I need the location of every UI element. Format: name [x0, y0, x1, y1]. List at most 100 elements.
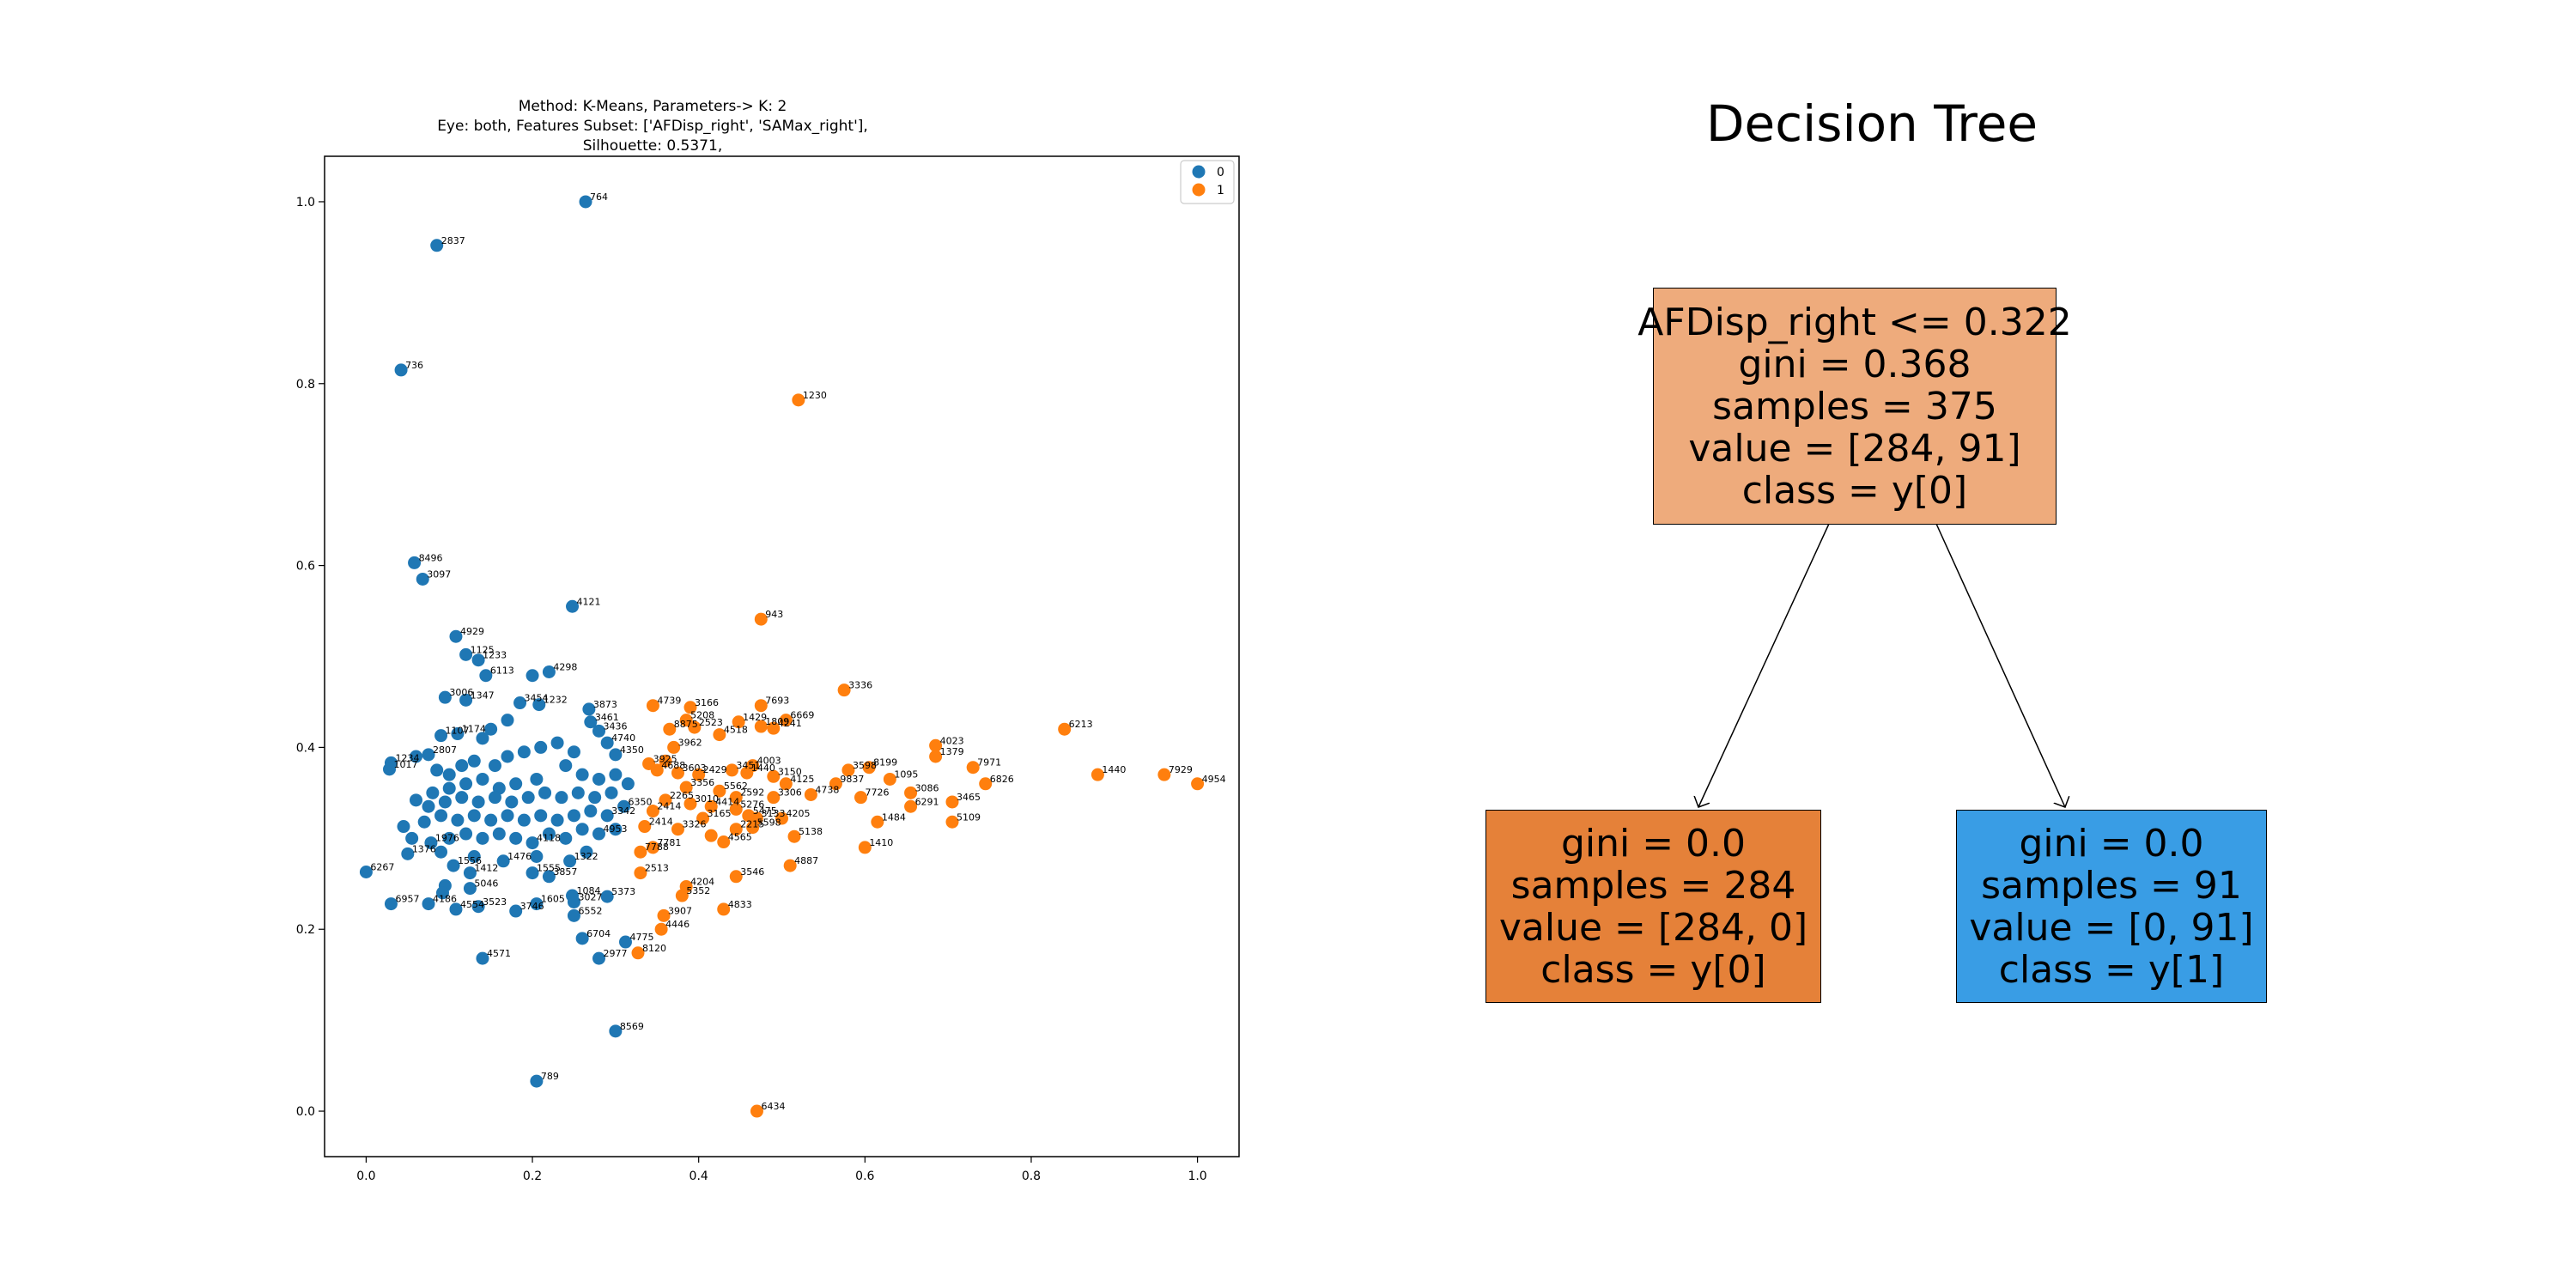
point-label: 1976: [435, 833, 459, 844]
point-cluster-0: [484, 813, 498, 827]
point-label: 736: [405, 360, 423, 371]
point-cluster-0: [383, 762, 397, 776]
point-cluster-1: [783, 859, 797, 872]
point-label: 5598: [757, 817, 781, 829]
point-label: 3461: [595, 712, 619, 723]
point-cluster-0: [567, 809, 580, 823]
point-label: 8496: [419, 552, 443, 563]
point-cluster-0: [609, 823, 623, 836]
legend-label-1: 1: [1217, 184, 1224, 197]
point-cluster-1: [688, 720, 702, 734]
point-label: 3523: [483, 896, 507, 908]
point-cluster-1: [659, 793, 672, 807]
point-label: 4954: [1202, 774, 1226, 785]
point-label: 4740: [611, 732, 635, 744]
point-cluster-0: [422, 748, 435, 762]
y-tick-label: 0.2: [296, 923, 315, 937]
point-cluster-0: [496, 854, 510, 868]
node-text-line: value = [284, 91]: [1688, 426, 2021, 471]
point-label: 1233: [483, 650, 507, 661]
point-cluster-0: [488, 791, 501, 805]
node-text-line: value = [0, 91]: [1969, 905, 2254, 950]
point-cluster-1: [713, 784, 726, 798]
point-cluster-1: [767, 769, 781, 783]
point-label: 8875: [674, 719, 698, 730]
point-cluster-0: [430, 763, 444, 777]
point-cluster-0: [530, 1074, 544, 1088]
point-cluster-0: [405, 831, 419, 845]
point-label: 3925: [653, 753, 677, 764]
point-cluster-1: [657, 908, 671, 922]
point-cluster-0: [526, 669, 539, 683]
point-cluster-1: [829, 777, 842, 791]
point-cluster-1: [904, 799, 918, 813]
scatter-title-line-1: Method: K-Means, Parameters-> K: 2: [519, 98, 787, 115]
point-cluster-0: [526, 866, 539, 880]
legend-marker-0: [1192, 165, 1206, 179]
point-label: 7693: [765, 696, 789, 707]
point-label: 1084: [577, 885, 601, 896]
point-label: 3436: [604, 720, 628, 732]
scatter-title: Method: K-Means, Parameters-> K: 2 Eye: …: [437, 98, 868, 155]
point-cluster-0: [455, 759, 469, 773]
node-text-line: gini = 0.0: [2019, 821, 2204, 866]
point-cluster-0: [488, 759, 501, 773]
point-cluster-1: [634, 866, 647, 880]
point-label: 5276: [740, 799, 764, 810]
point-label: 6826: [990, 774, 1014, 785]
point-cluster-0: [410, 750, 422, 763]
point-cluster-0: [592, 772, 605, 786]
point-label: 5208: [690, 710, 714, 721]
point-label: 2414: [649, 817, 673, 828]
point-cluster-1: [704, 829, 718, 842]
point-cluster-0: [434, 729, 448, 743]
node-text-line: class = y[0]: [1741, 468, 1968, 513]
point-label: 6957: [395, 894, 419, 905]
point-cluster-1: [683, 701, 697, 714]
point-label: 1440: [751, 762, 775, 774]
point-cluster-0: [484, 722, 498, 736]
point-label: 3336: [848, 680, 872, 691]
point-cluster-1: [767, 721, 781, 735]
point-label: 4688: [661, 760, 685, 771]
point-label: 1556: [458, 855, 482, 866]
point-cluster-1: [646, 805, 659, 818]
point-label: 1605: [541, 894, 565, 905]
y-tick-label: 0.6: [296, 560, 315, 574]
point-cluster-0: [459, 827, 473, 841]
point-cluster-1: [871, 815, 884, 829]
point-cluster-0: [542, 870, 556, 884]
x-tick-label: 0.6: [855, 1170, 874, 1183]
point-label: 4023: [940, 735, 964, 746]
point-label: 9837: [840, 774, 864, 785]
point-label: 3166: [695, 697, 719, 708]
point-label: 1107: [446, 726, 470, 737]
point-cluster-1: [729, 802, 743, 816]
point-label: 2215: [740, 819, 764, 830]
point-cluster-0: [571, 786, 585, 799]
point-cluster-1: [729, 870, 743, 884]
point-cluster-0: [600, 890, 614, 903]
point-label: 3165: [708, 808, 732, 819]
point-cluster-0: [422, 897, 435, 911]
point-cluster-0: [459, 693, 473, 707]
point-cluster-0: [575, 823, 589, 836]
point-label: 4571: [487, 948, 511, 959]
point-label: 4204: [690, 876, 714, 887]
point-cluster-0: [567, 745, 580, 759]
point-label: 2429: [703, 764, 727, 775]
point-cluster-0: [435, 886, 449, 900]
edge-root-to-right: [1935, 523, 2065, 807]
node-text-line: class = y[1]: [1998, 947, 2225, 992]
point-label: 4739: [657, 696, 681, 707]
point-label: 6267: [370, 862, 394, 873]
point-cluster-0: [471, 795, 485, 809]
point-cluster-1: [1091, 768, 1104, 781]
point-cluster-1: [767, 791, 781, 805]
point-cluster-0: [505, 795, 519, 809]
point-label: 6113: [490, 665, 514, 677]
point-label: 1376: [412, 843, 436, 854]
x-tick-label: 0.8: [1022, 1170, 1041, 1183]
point-label: 3603: [682, 762, 706, 774]
node-text-line: AFDisp_right <= 0.322: [1637, 300, 2072, 344]
